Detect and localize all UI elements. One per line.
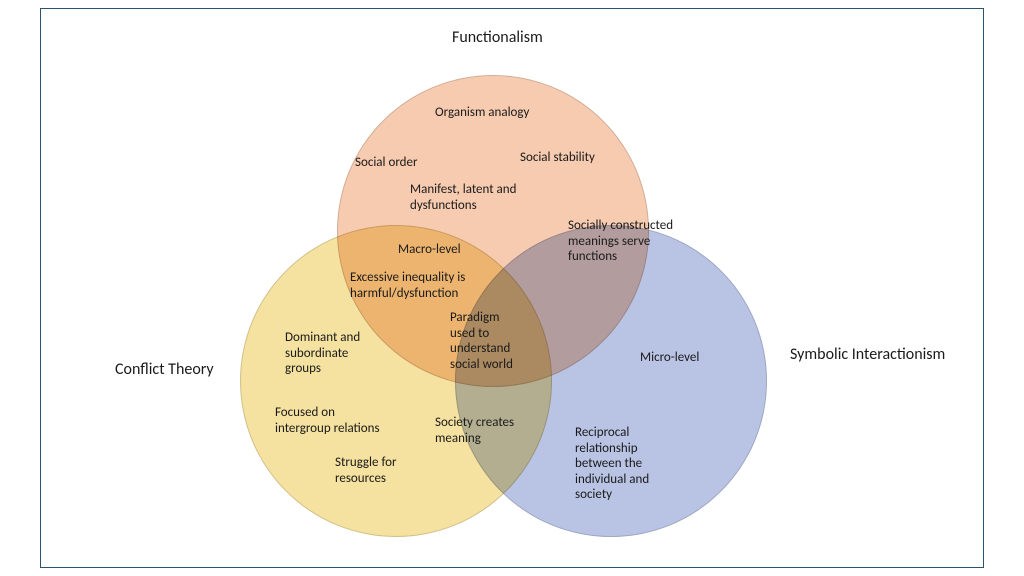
region-label-functionalism-only: Social order [355,155,418,171]
region-label-functionalism-only: Manifest, latent and dysfunctions [410,182,516,213]
region-label-functionalism-conflict: Excessive inequality is harmful/dysfunct… [350,270,465,301]
region-label-symbolic-only: Micro-level [640,350,699,366]
region-label-conflict-only: Focused on intergroup relations [275,405,380,436]
region-label-functionalism-conflict: Macro-level [398,242,461,258]
set-title-symbolic-interactionism: Symbolic Interactionism [790,345,945,364]
region-label-conflict-only: Dominant and subordinate groups [285,330,360,377]
region-label-conflict-symbolic: Society creates meaning [435,415,514,446]
region-label-functionalism-only: Social stability [520,150,595,166]
region-label-conflict-only: Struggle for resources [335,455,397,486]
region-label-functionalism-symbolic: Socially constructed meanings serve func… [568,218,673,265]
set-title-conflict-theory: Conflict Theory [115,360,214,379]
region-label-all-three: Paradigm used to understand social world [450,310,513,372]
set-title-functionalism: Functionalism [452,28,543,47]
region-label-functionalism-only: Organism analogy [435,105,529,121]
region-label-symbolic-only: Reciprocal relationship between the indi… [575,425,649,503]
